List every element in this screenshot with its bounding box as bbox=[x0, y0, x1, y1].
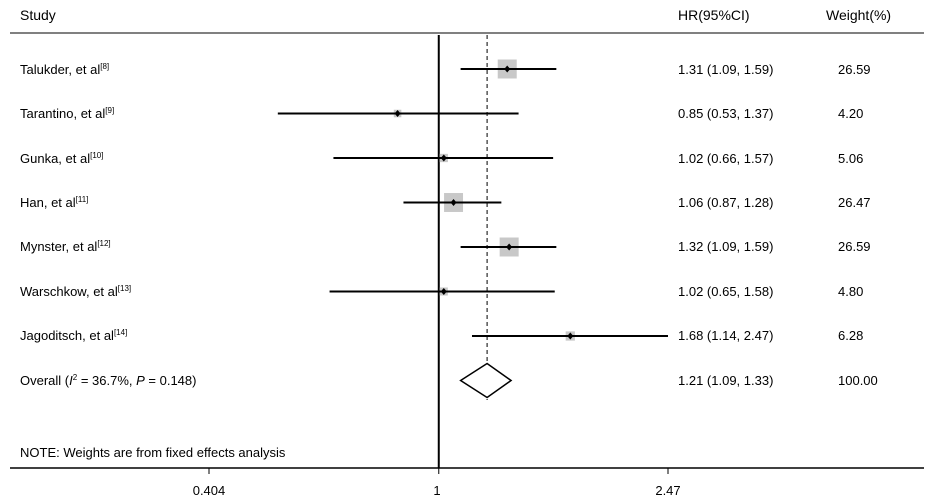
x-tick-label: 1 bbox=[433, 483, 441, 498]
point-estimate bbox=[567, 332, 574, 340]
overall-label: Overall (I2 = 36.7%, P = 0.148) bbox=[20, 373, 197, 388]
header-study: Study bbox=[20, 7, 56, 23]
weight-value: 26.59 bbox=[838, 239, 871, 254]
point-estimate bbox=[440, 288, 447, 295]
study-label: Gunka, et al[10] bbox=[20, 151, 104, 166]
hr-value: 1.02 (0.65, 1.58) bbox=[678, 284, 774, 299]
weight-value: 26.47 bbox=[838, 195, 871, 210]
point-estimate bbox=[394, 110, 401, 117]
study-label: Mynster, et al[12] bbox=[20, 239, 111, 254]
study-label: Tarantino, et al[9] bbox=[20, 106, 115, 121]
weights-note: NOTE: Weights are from fixed effects ana… bbox=[20, 445, 286, 460]
x-tick-label: 0.404 bbox=[192, 483, 226, 498]
study-label: Talukder, et al[8] bbox=[20, 62, 110, 77]
hr-value: 1.06 (0.87, 1.28) bbox=[678, 195, 774, 210]
header-hr: HR(95%CI) bbox=[678, 7, 750, 23]
weight-value: 5.06 bbox=[838, 151, 864, 166]
weight-value: 4.20 bbox=[838, 106, 864, 121]
hr-value: 1.02 (0.66, 1.57) bbox=[678, 151, 774, 166]
study-label: Han, et al[11] bbox=[20, 195, 89, 210]
point-estimate bbox=[450, 199, 457, 206]
study-label: Jagoditsch, et al[14] bbox=[20, 328, 128, 343]
point-estimate bbox=[440, 154, 447, 162]
point-estimate bbox=[504, 65, 511, 73]
hr-value: 1.31 (1.09, 1.59) bbox=[678, 62, 774, 77]
hr-value: 1.32 (1.09, 1.59) bbox=[678, 239, 774, 254]
weight-value: 4.80 bbox=[838, 284, 864, 299]
x-tick-label: 2.47 bbox=[655, 483, 681, 498]
study-label: Warschkow, et al[13] bbox=[20, 284, 132, 299]
overall-diamond bbox=[459, 362, 513, 399]
weight-value: 26.59 bbox=[838, 62, 871, 77]
header-weight: Weight(%) bbox=[826, 7, 892, 23]
overall-hr-value: 1.21 (1.09, 1.33) bbox=[678, 373, 774, 388]
point-estimate bbox=[506, 243, 513, 251]
overall-weight-value: 100.00 bbox=[838, 373, 878, 388]
hr-value: 1.68 (1.14, 2.47) bbox=[678, 328, 774, 343]
hr-value: 0.85 (0.53, 1.37) bbox=[678, 106, 774, 121]
weight-value: 6.28 bbox=[838, 328, 864, 343]
